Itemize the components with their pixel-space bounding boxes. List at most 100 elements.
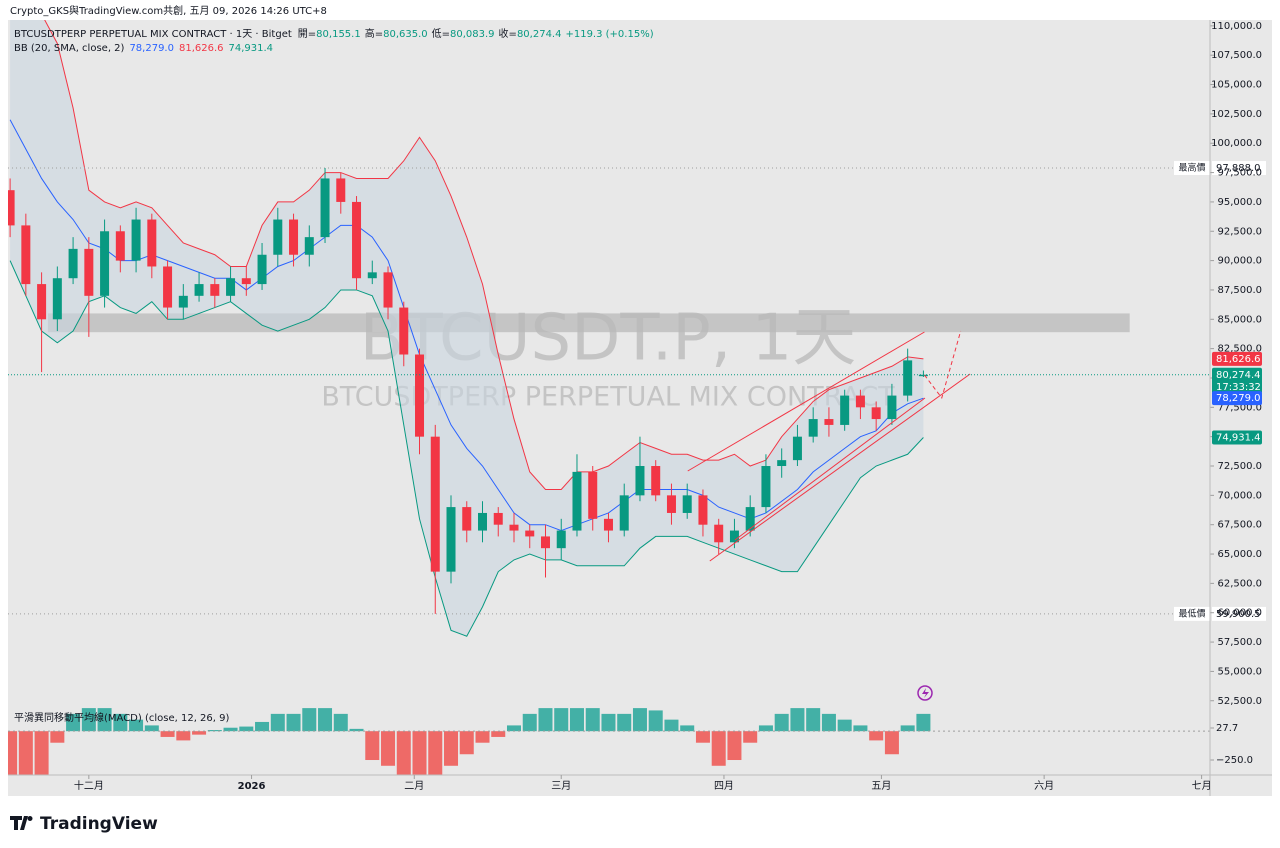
x-tick-label: 2026: [238, 781, 266, 792]
candle-body: [729, 530, 739, 543]
x-tick-label: 七月: [1192, 780, 1212, 792]
trendline: [687, 331, 925, 472]
x-tick-label: 四月: [714, 780, 734, 792]
macd-bar: [255, 721, 270, 732]
macd-bar: [774, 713, 789, 732]
macd-bar: [916, 713, 931, 732]
macd-bar: [381, 731, 396, 766]
macd-bar: [743, 731, 758, 743]
candle-body: [556, 530, 566, 549]
candle-body: [289, 219, 299, 255]
price-tag: [1212, 430, 1262, 445]
macd-bar: [585, 708, 600, 732]
x-tick-label: 二月: [404, 780, 424, 792]
extreme-label: 最低價: [1178, 607, 1205, 619]
macd-bar: [837, 719, 852, 732]
candle-body: [509, 524, 519, 531]
ohlc-label: 收=: [499, 27, 517, 40]
macd-bar: [853, 725, 868, 732]
candle-body: [761, 466, 771, 508]
y-tick-label: 87,500.0: [1217, 285, 1262, 296]
x-tick-label: 三月: [551, 780, 571, 792]
y-tick-label: 67,500.0: [1217, 520, 1262, 531]
macd-bar: [727, 731, 742, 761]
price-tag: [1212, 391, 1262, 406]
candle-body: [273, 219, 283, 255]
bb-lower: [9, 260, 924, 637]
candle-body: [194, 284, 204, 296]
candle-body: [855, 395, 865, 408]
macd-bar: [444, 731, 459, 766]
y-tick-label: 92,500.0: [1217, 226, 1262, 237]
x-tick-label: 六月: [1034, 780, 1054, 792]
candle-body: [525, 530, 535, 537]
macd-label: 平滑異同移動平均線(MACD) (close, 12, 26, 9): [14, 711, 229, 724]
y-tick-label: 65,000.0: [1217, 549, 1262, 560]
macd-bar: [711, 731, 726, 766]
macd-pane: [8, 705, 1210, 775]
candle-body: [84, 248, 94, 296]
macd-bar: [680, 725, 695, 732]
candle-body: [226, 278, 236, 296]
macd-bar: [412, 731, 427, 775]
candle-body: [320, 178, 330, 238]
macd-bar: [601, 713, 616, 732]
y-tick-label: 110,000.0: [1211, 21, 1262, 32]
extreme-label: 最高價: [1178, 162, 1205, 174]
macd-bar: [18, 731, 33, 775]
bb-upper: [44, 20, 924, 490]
y-tick-label: 77,500.0: [1217, 402, 1262, 413]
candle-body: [808, 419, 818, 437]
candle-body: [383, 272, 393, 308]
candle-body: [210, 284, 220, 296]
candle-body: [131, 219, 141, 261]
macd-bar: [34, 731, 49, 775]
y-tick-label: 105,000.0: [1211, 80, 1262, 91]
candle-body: [100, 231, 110, 296]
alert-icon[interactable]: [917, 685, 933, 701]
bb-middle: [9, 119, 924, 532]
macd-bar: [349, 728, 364, 732]
candle-body: [714, 524, 724, 543]
macd-bar: [223, 727, 238, 732]
macd-bar: [8, 731, 18, 775]
extreme-value-box: [1212, 606, 1266, 621]
candle-body: [352, 201, 362, 279]
macd-bar: [239, 726, 254, 732]
candle-body: [588, 471, 598, 519]
x-tick-label: 十二月: [74, 779, 104, 792]
bb-lower: 74,931.4: [229, 43, 274, 54]
candle-body: [651, 466, 661, 496]
candle-body: [698, 495, 708, 525]
trendline: [709, 373, 971, 562]
chart-area: [8, 20, 1272, 796]
bb-label: BB (20, SMA, close, 2): [14, 43, 125, 54]
macd-bar: [97, 708, 112, 732]
macd-bar: [758, 725, 773, 732]
candle-body: [792, 436, 802, 461]
macd-bar: [554, 708, 569, 732]
footer-logo: TradingView: [10, 814, 158, 834]
macd-bar: [286, 713, 301, 732]
candle-body: [8, 190, 15, 226]
ohlc-value: 80,155.1: [316, 29, 361, 40]
logo-mark: [10, 816, 33, 830]
price-tag-countdown: 17:33:32: [1216, 382, 1261, 393]
candle-body: [682, 495, 692, 513]
candle-body: [446, 507, 456, 572]
extreme-value-box: [1212, 161, 1266, 176]
macd-bar: [333, 713, 348, 732]
macd-bar: [66, 713, 81, 732]
trendline: [924, 330, 962, 400]
macd-bar: [428, 731, 443, 775]
macd-tick-label: 27.7: [1216, 723, 1238, 734]
candle-body: [840, 395, 850, 425]
candle-body: [462, 507, 472, 531]
y-tick-label: 70,000.0: [1217, 490, 1262, 501]
y-tick-label: 95,000.0: [1217, 197, 1262, 208]
y-tick-label: 107,500.0: [1211, 50, 1262, 61]
candle-body: [415, 354, 425, 437]
